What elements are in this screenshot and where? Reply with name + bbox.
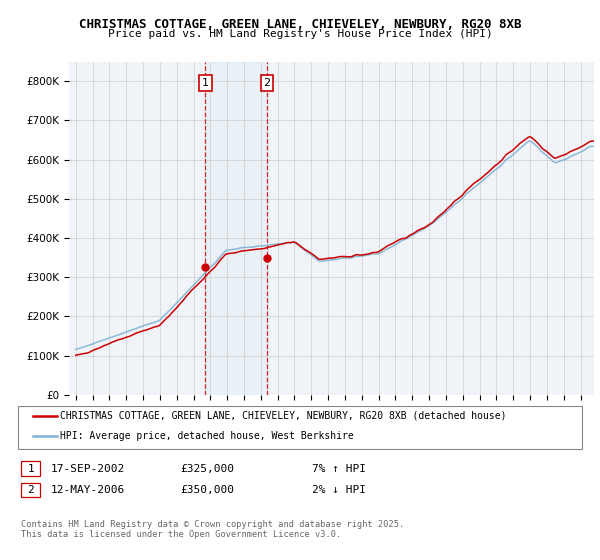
Text: 12-MAY-2006: 12-MAY-2006 xyxy=(51,485,125,495)
Text: Contains HM Land Registry data © Crown copyright and database right 2025.
This d: Contains HM Land Registry data © Crown c… xyxy=(21,520,404,539)
Text: 2: 2 xyxy=(263,78,271,88)
Bar xyxy=(205,62,267,395)
Text: CHRISTMAS COTTAGE, GREEN LANE, CHIEVELEY, NEWBURY, RG20 8XB: CHRISTMAS COTTAGE, GREEN LANE, CHIEVELEY… xyxy=(79,18,521,31)
Text: HPI: Average price, detached house, West Berkshire: HPI: Average price, detached house, West… xyxy=(60,431,354,441)
Text: £325,000: £325,000 xyxy=(180,464,234,474)
Text: 1: 1 xyxy=(202,78,209,88)
Text: 7% ↑ HPI: 7% ↑ HPI xyxy=(312,464,366,474)
Text: Price paid vs. HM Land Registry's House Price Index (HPI): Price paid vs. HM Land Registry's House … xyxy=(107,29,493,39)
Text: 2: 2 xyxy=(27,485,34,495)
Text: £350,000: £350,000 xyxy=(180,485,234,495)
Text: 1: 1 xyxy=(27,464,34,474)
Text: 17-SEP-2002: 17-SEP-2002 xyxy=(51,464,125,474)
Text: 2% ↓ HPI: 2% ↓ HPI xyxy=(312,485,366,495)
Text: CHRISTMAS COTTAGE, GREEN LANE, CHIEVELEY, NEWBURY, RG20 8XB (detached house): CHRISTMAS COTTAGE, GREEN LANE, CHIEVELEY… xyxy=(60,410,506,421)
